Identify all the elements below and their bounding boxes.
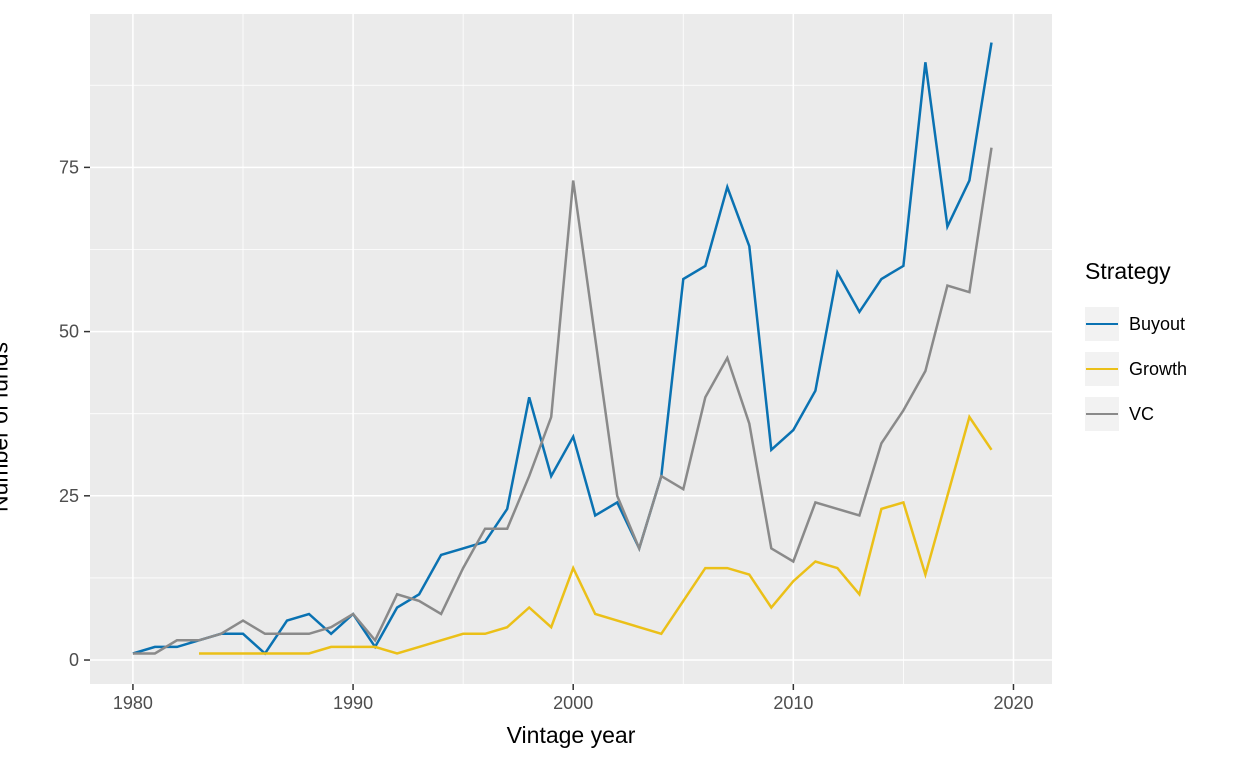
- legend-item-growth: Growth: [1085, 352, 1187, 386]
- x-axis-tick-label: 1990: [333, 693, 373, 713]
- legend-key-swatch: [1085, 307, 1119, 341]
- x-axis-title: Vintage year: [506, 722, 636, 748]
- y-axis-title-text: Number of funds: [0, 342, 12, 513]
- plot-panel: [90, 14, 1052, 684]
- x-axis-tick-label: 2020: [993, 693, 1033, 713]
- legend-key-swatch: [1085, 397, 1119, 431]
- series-line-buyout: [132, 42, 993, 656]
- legend-key-line: [1086, 323, 1118, 325]
- y-axis-tick-label: 50: [59, 322, 79, 342]
- legend-item-vc: VC: [1085, 397, 1187, 431]
- y-axis-tick-label: 75: [59, 157, 79, 177]
- x-axis-tick-label: 1980: [113, 693, 153, 713]
- y-axis-tick-label: 0: [69, 650, 79, 670]
- legend-key-line: [1086, 413, 1118, 415]
- legend-item-label: Growth: [1129, 358, 1188, 379]
- legend-title: Strategy: [1085, 258, 1171, 284]
- legend-items: Buyout Growth VC: [1085, 307, 1187, 431]
- legend-key-line: [1086, 368, 1118, 370]
- x-axis-tick-label: 2000: [553, 693, 593, 713]
- x-axis-tick-label: 2010: [773, 693, 813, 713]
- y-axis-tick-label: 25: [59, 486, 79, 506]
- legend: Strategy Buyout Growth VC: [1085, 258, 1187, 442]
- legend-item-label: VC: [1129, 403, 1155, 424]
- legend-key-swatch: [1085, 352, 1119, 386]
- legend-item-buyout: Buyout: [1085, 307, 1187, 341]
- legend-item-label: Buyout: [1129, 313, 1186, 334]
- series-line-vc: [132, 147, 993, 655]
- series-line-growth: [199, 414, 993, 655]
